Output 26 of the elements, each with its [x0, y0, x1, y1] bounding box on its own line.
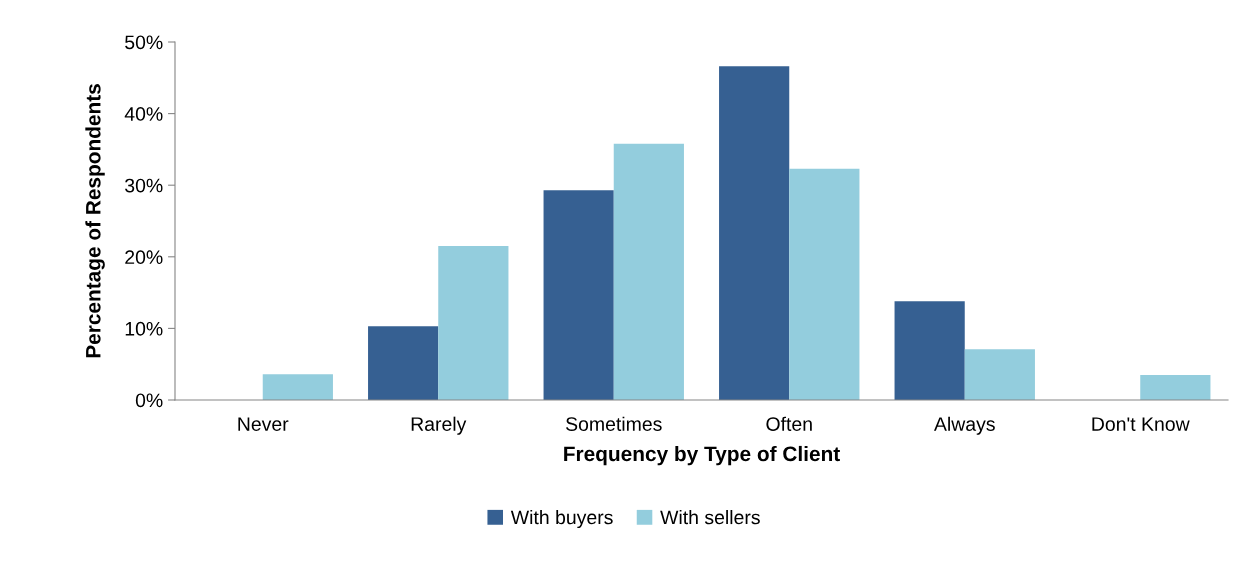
x-axis-title: Frequency by Type of Client	[564, 445, 840, 466]
bar	[964, 349, 1035, 400]
bar	[368, 326, 439, 400]
x-tick-label: Always	[933, 416, 995, 435]
x-tick-label: Rarely	[411, 416, 467, 435]
x-tick-label: Never	[238, 417, 289, 431]
bar	[1140, 374, 1211, 400]
bar	[789, 168, 860, 400]
y-axis-title: Percentage of Respondents	[85, 84, 105, 358]
y-tick-label: 0%	[135, 393, 163, 408]
legend-label: With sellers	[660, 509, 760, 525]
y-tick-label: 40%	[124, 107, 163, 121]
y-tick-label: 50%	[125, 35, 163, 50]
y-tick-label: 30%	[125, 178, 163, 193]
bar	[438, 246, 509, 400]
bar	[719, 66, 790, 400]
y-tick-label: 20%	[125, 250, 163, 265]
bar	[613, 143, 684, 400]
y-tick-label: 10%	[125, 321, 163, 336]
bar	[543, 190, 614, 400]
x-tick-label: Often	[766, 416, 812, 431]
bar	[262, 374, 333, 400]
x-tick-label: Sometimes	[566, 416, 662, 431]
bar	[894, 301, 965, 400]
x-tick-label: Don't Know	[1092, 417, 1190, 431]
legend-label: With buyers	[510, 509, 613, 529]
